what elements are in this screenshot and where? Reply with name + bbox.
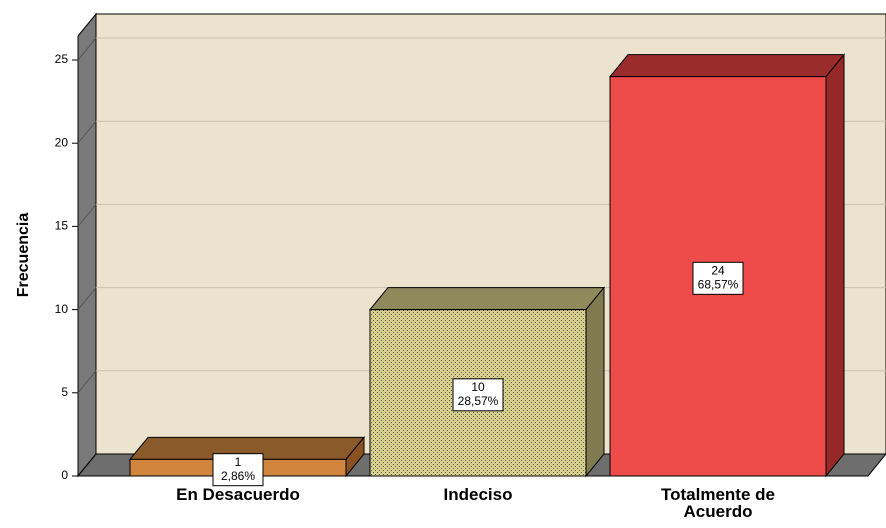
percent-label: 28,57%	[458, 394, 499, 408]
grid-line	[77, 120, 97, 144]
x-tick-label: Totalmente de Acuerdo	[661, 485, 775, 521]
left-wall	[77, 12, 97, 478]
value-label: 24	[711, 263, 725, 277]
value-label: 10	[471, 380, 485, 394]
x-tick-label: En Desacuerdo	[176, 485, 300, 504]
grid-line	[77, 287, 97, 310]
y-tick-label: 10	[55, 302, 69, 316]
grid-line	[77, 370, 97, 394]
grid-line	[77, 37, 97, 61]
y-tick-label: 20	[55, 135, 69, 149]
value-label: 1	[235, 455, 242, 469]
grid-line	[77, 204, 97, 227]
bar-side	[585, 286, 605, 478]
percent-label: 2,86%	[221, 469, 255, 483]
bar-top	[368, 287, 606, 311]
bar-top	[608, 54, 846, 78]
x-tick-label: Indeciso	[443, 485, 513, 504]
y-tick-label: 25	[55, 52, 69, 66]
y-tick-label: 15	[55, 219, 69, 233]
value-label-box	[692, 261, 744, 295]
percent-label: 68,57%	[698, 277, 739, 291]
y-axis-title: Frecuencia	[15, 213, 32, 298]
bar-side	[825, 53, 845, 478]
value-label-box	[212, 453, 264, 487]
value-label-box	[452, 378, 504, 412]
y-tick-label: 0	[61, 468, 68, 482]
y-tick-label: 5	[61, 385, 68, 399]
